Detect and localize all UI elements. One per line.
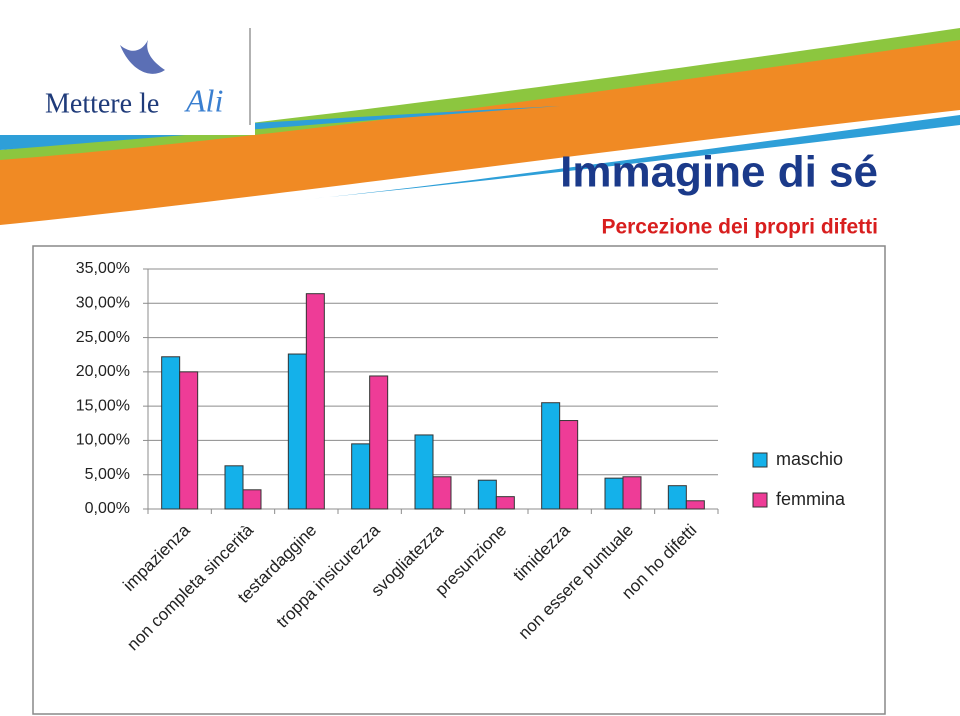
y-tick-label: 35,00% [76,260,130,277]
legend-label: femmina [776,489,846,509]
bar [559,420,579,510]
bar [242,489,262,510]
slide-subtitle: Percezione dei propri difetti [601,216,878,239]
logo-accent: Ali [184,82,223,118]
y-tick-label: 25,00% [76,329,130,346]
bar [179,371,199,510]
y-tick-label: 10,00% [76,432,130,449]
bar [305,293,325,510]
bar [477,479,497,510]
bar [685,500,705,510]
bar [495,496,515,510]
legend-label: maschio [776,449,843,469]
bar [432,476,452,510]
y-tick-label: 15,00% [76,397,130,414]
bar [414,434,434,510]
logo-bird [120,40,165,74]
bar [287,353,307,510]
legend-swatch [752,492,768,508]
logo-area [0,0,255,135]
slide-title: Immagine di sé [560,148,878,197]
legend-swatch [752,452,768,468]
logo-text: Mettere le [45,88,159,119]
bar [351,443,371,510]
y-tick-label: 20,00% [76,363,130,380]
y-tick-label: 5,00% [85,466,130,483]
y-tick-label: 0,00% [85,500,130,517]
bar [224,465,244,510]
swoosh-orange [0,40,960,225]
bar [541,402,561,510]
bar [369,375,389,510]
bar [622,476,642,510]
chart-frame [32,245,886,715]
y-tick-label: 30,00% [76,295,130,312]
bar [161,356,181,510]
bar [667,485,687,510]
bar [604,477,624,510]
